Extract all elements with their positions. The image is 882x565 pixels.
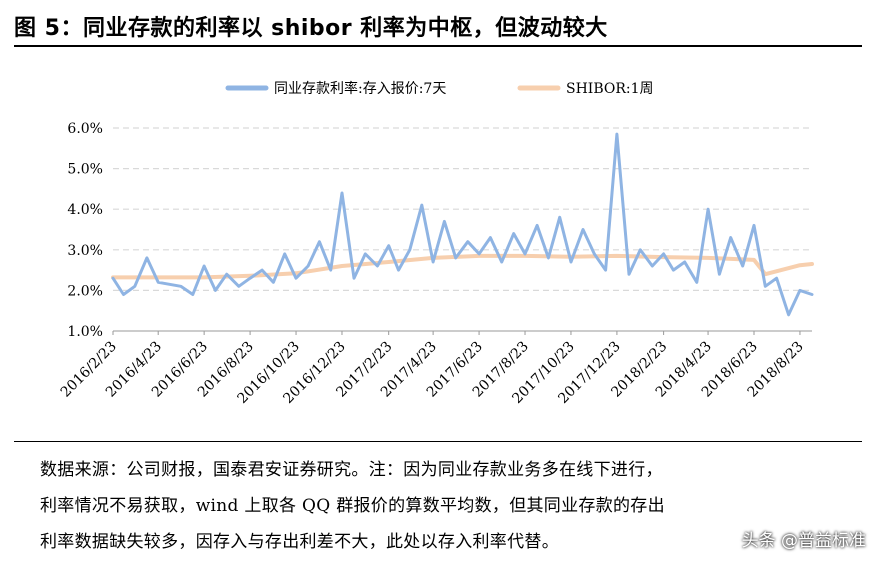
source-line-2: 利率情况不易获取，wind 上取各 QQ 群报价的算数平均数，但其同业存款的存出 xyxy=(40,496,665,516)
source-rule xyxy=(14,441,862,442)
source-line-3: 利率数据缺失较多，因存入与存出利差不大，此处以存入利率代替。 xyxy=(40,532,559,552)
y-tick-label: 1.0% xyxy=(67,324,103,340)
figure-title: 图 5：同业存款的利率以 shibor 利率为中枢，但波动较大 xyxy=(14,16,608,41)
y-tick-label: 2.0% xyxy=(67,283,103,299)
line-chart: 6.0%5.0%4.0%3.0%2.0%1.0%2016/2/232016/4/… xyxy=(58,80,814,407)
y-tick-label: 4.0% xyxy=(67,202,103,218)
y-tick-label: 6.0% xyxy=(67,121,103,137)
title-rule xyxy=(14,45,862,47)
series-line-1 xyxy=(111,253,814,280)
y-tick-label: 3.0% xyxy=(67,243,103,259)
legend-label-1: SHIBOR:1周 xyxy=(566,81,654,97)
source-line-1: 数据来源：公司财报，国泰君安证券研究。注：因为同业存款业务多在线下进行， xyxy=(40,460,663,480)
legend-label-0: 同业存款利率:存入报价:7天 xyxy=(274,80,446,97)
watermark: 头条 @普益标准 xyxy=(741,531,866,551)
series-line-0 xyxy=(111,132,814,317)
y-tick-label: 5.0% xyxy=(67,162,103,178)
source-note: 数据来源：公司财报，国泰君安证券研究。注：因为同业存款业务多在线下进行， 利率情… xyxy=(40,452,865,560)
